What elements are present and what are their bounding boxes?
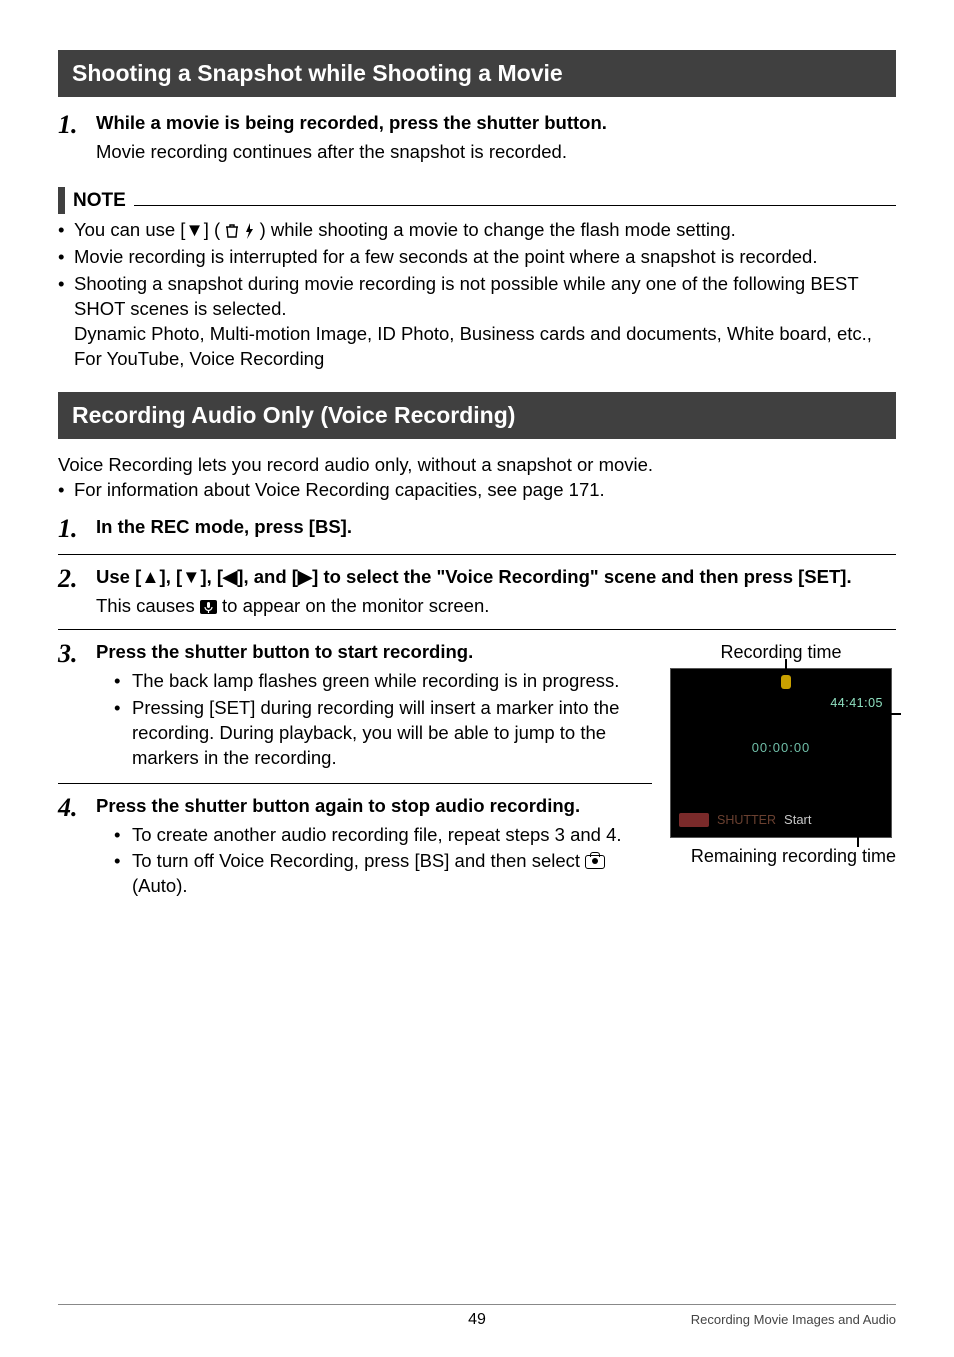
step-number: 1. [58, 111, 96, 140]
bullet-text: To turn off Voice Recording, press [BS] … [132, 850, 585, 871]
screenshot-panel: Recording time 44:41:05 00:00:00 SHUTTER… [666, 640, 896, 906]
caption-remaining-time: Remaining recording time [666, 844, 896, 868]
note-text: You can use [▼] ( [74, 219, 225, 240]
note-list: You can use [▼] ( ) while shooting a mov… [58, 218, 896, 372]
bullet-text: The back lamp flashes green while record… [132, 669, 619, 694]
s2-step2: 2. Use [▲], [▼], [◀], and [▶] to select … [58, 565, 896, 619]
note-heading: NOTE [58, 187, 896, 214]
note-text: Dynamic Photo, Multi-motion Image, ID Ph… [74, 323, 872, 369]
bullet-text: Pressing [SET] during recording will ins… [132, 696, 652, 771]
trash-icon [225, 223, 239, 239]
separator [58, 783, 652, 784]
bullet-text: For information about Voice Recording ca… [74, 478, 605, 503]
note-item: Shooting a snapshot during movie recordi… [58, 272, 896, 372]
step-number: 3. [58, 640, 96, 669]
bullet-text: (Auto). [132, 875, 188, 896]
bullet-text: To create another audio recording file, … [132, 823, 622, 848]
note-mark-icon [58, 187, 65, 214]
list-item: The back lamp flashes green while record… [114, 669, 652, 694]
pointer-line [857, 837, 859, 847]
step-title: While a movie is being recorded, press t… [96, 111, 896, 136]
s2-step3: 3. Press the shutter button to start rec… [58, 640, 652, 773]
note-text: Shooting a snapshot during movie recordi… [74, 273, 858, 319]
page-number: 49 [468, 1309, 486, 1331]
step-body: While a movie is being recorded, press t… [96, 111, 896, 165]
pointer-line [785, 659, 787, 669]
note-text: ) while shooting a movie to change the f… [260, 219, 736, 240]
separator [58, 554, 896, 555]
s1-step1: 1. While a movie is being recorded, pres… [58, 111, 896, 165]
voice-recording-screenshot: 44:41:05 00:00:00 SHUTTER Start [670, 668, 892, 838]
list-item: To turn off Voice Recording, press [BS] … [114, 849, 652, 899]
section-title-voice: Recording Audio Only (Voice Recording) [58, 392, 896, 439]
flash-icon [244, 223, 254, 239]
step-title: Press the shutter button to start record… [96, 640, 652, 665]
sub-bullets: The back lamp flashes green while record… [96, 669, 652, 771]
elapsed-time-value: 00:00:00 [671, 739, 891, 757]
section-title-snapshot: Shooting a Snapshot while Shooting a Mov… [58, 50, 896, 97]
start-label: Start [784, 811, 811, 829]
camera-auto-icon [585, 855, 605, 869]
step-desc: Movie recording continues after the snap… [96, 140, 896, 165]
step-number: 4. [58, 794, 96, 823]
step-title: In the REC mode, press [BS]. [96, 515, 896, 540]
shutter-label: SHUTTER [717, 812, 776, 829]
caption-recording-time: Recording time [666, 640, 896, 664]
step-desc: This causes to appear on the monitor scr… [96, 594, 896, 619]
desc-text: to appear on the monitor screen. [222, 595, 489, 616]
note-rule [134, 205, 896, 206]
step-title: Use [▲], [▼], [◀], and [▶] to select the… [96, 565, 896, 590]
note-item: Movie recording is interrupted for a few… [58, 245, 896, 270]
chapter-name: Recording Movie Images and Audio [691, 1311, 896, 1329]
desc-text: This causes [96, 595, 200, 616]
step-number: 2. [58, 565, 96, 594]
step3-4-row: 3. Press the shutter button to start rec… [58, 640, 896, 906]
step-number: 1. [58, 515, 96, 544]
page-footer: 49 Recording Movie Images and Audio [58, 1304, 896, 1329]
intro-bullet-list: For information about Voice Recording ca… [58, 478, 896, 503]
pointer-line [891, 713, 901, 715]
list-item: Pressing [SET] during recording will ins… [114, 696, 652, 771]
intro-text: Voice Recording lets you record audio on… [58, 453, 896, 478]
list-item: To create another audio recording file, … [114, 823, 652, 848]
s2-step1: 1. In the REC mode, press [BS]. [58, 515, 896, 544]
note-text: Movie recording is interrupted for a few… [74, 245, 818, 270]
note-label: NOTE [73, 188, 126, 214]
rec-badge-icon [679, 813, 709, 827]
sub-bullets: To create another audio recording file, … [96, 823, 652, 900]
note-item: You can use [▼] ( ) while shooting a mov… [58, 218, 896, 243]
separator [58, 629, 896, 630]
remaining-time-value: 44:41:05 [830, 695, 883, 712]
step-title: Press the shutter button again to stop a… [96, 794, 652, 819]
mic-indicator-icon [781, 675, 791, 689]
s2-step4: 4. Press the shutter button again to sto… [58, 794, 652, 902]
intro-bullet: For information about Voice Recording ca… [58, 478, 896, 503]
mic-icon [200, 600, 217, 614]
